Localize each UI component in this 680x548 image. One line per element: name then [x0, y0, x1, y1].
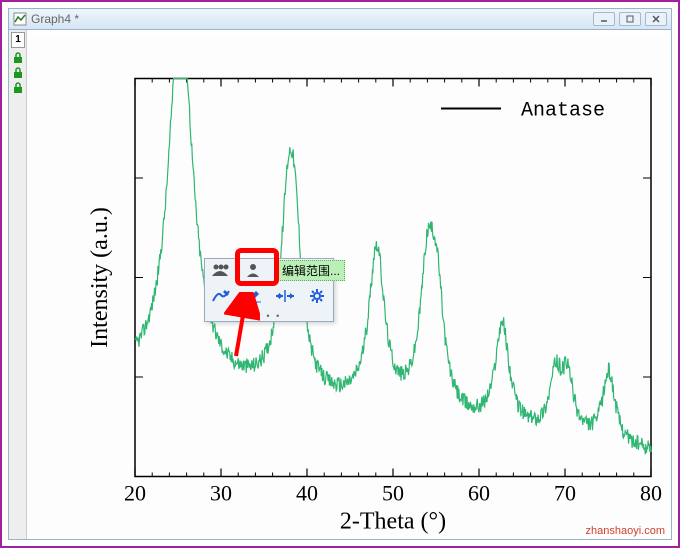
maximize-button[interactable] — [619, 12, 641, 26]
svg-text:50: 50 — [382, 481, 404, 506]
svg-text:30: 30 — [210, 481, 232, 506]
window-buttons — [593, 12, 667, 26]
close-button[interactable] — [645, 12, 667, 26]
edit-pencil-button[interactable] — [237, 285, 269, 311]
graph-window: Graph4 * 1 — [8, 8, 672, 540]
range-arrows-button[interactable] — [269, 285, 301, 311]
people-group-button[interactable] — [205, 259, 237, 285]
edit-line-button[interactable] — [205, 285, 237, 311]
svg-text:70: 70 — [554, 481, 576, 506]
window-icon — [13, 12, 27, 26]
layer-strip: 1 — [9, 30, 27, 539]
lock-icon[interactable] — [12, 66, 24, 78]
settings-button[interactable] — [301, 285, 333, 311]
titlebar: Graph4 * — [8, 8, 672, 30]
outer-border: Graph4 * 1 — [0, 0, 680, 548]
svg-text:Anatase: Anatase — [521, 100, 605, 123]
svg-text:60: 60 — [468, 481, 490, 506]
layer-tab-1[interactable]: 1 — [11, 32, 25, 48]
svg-text:80: 80 — [640, 481, 662, 506]
lock-icon[interactable] — [12, 81, 24, 93]
plot-area[interactable]: 20 30 40 50 60 70 80 2-Theta (°) Intensity (a.u.… — [27, 34, 667, 535]
window-body: 1 20 30 40 50 60 70 80 2-Theta (°) Intensity (a.… — [8, 30, 672, 540]
tooltip-label: 编辑范围... — [277, 260, 345, 281]
svg-text:20: 20 — [124, 481, 146, 506]
window-title: Graph4 * — [31, 12, 593, 26]
minimize-button[interactable] — [593, 12, 615, 26]
toolbar-expand[interactable]: • • • — [205, 311, 333, 321]
svg-text:2-Theta (°): 2-Theta (°) — [340, 509, 446, 535]
xrd-chart: 20 30 40 50 60 70 80 2-Theta (°) Intensity (a.u.… — [27, 34, 667, 535]
person-button[interactable] — [237, 259, 269, 285]
watermark: zhanshaoyi.com — [586, 525, 666, 537]
svg-text:40: 40 — [296, 481, 318, 506]
svg-text:Intensity (a.u.): Intensity (a.u.) — [87, 207, 113, 348]
lock-icon[interactable] — [12, 51, 24, 63]
